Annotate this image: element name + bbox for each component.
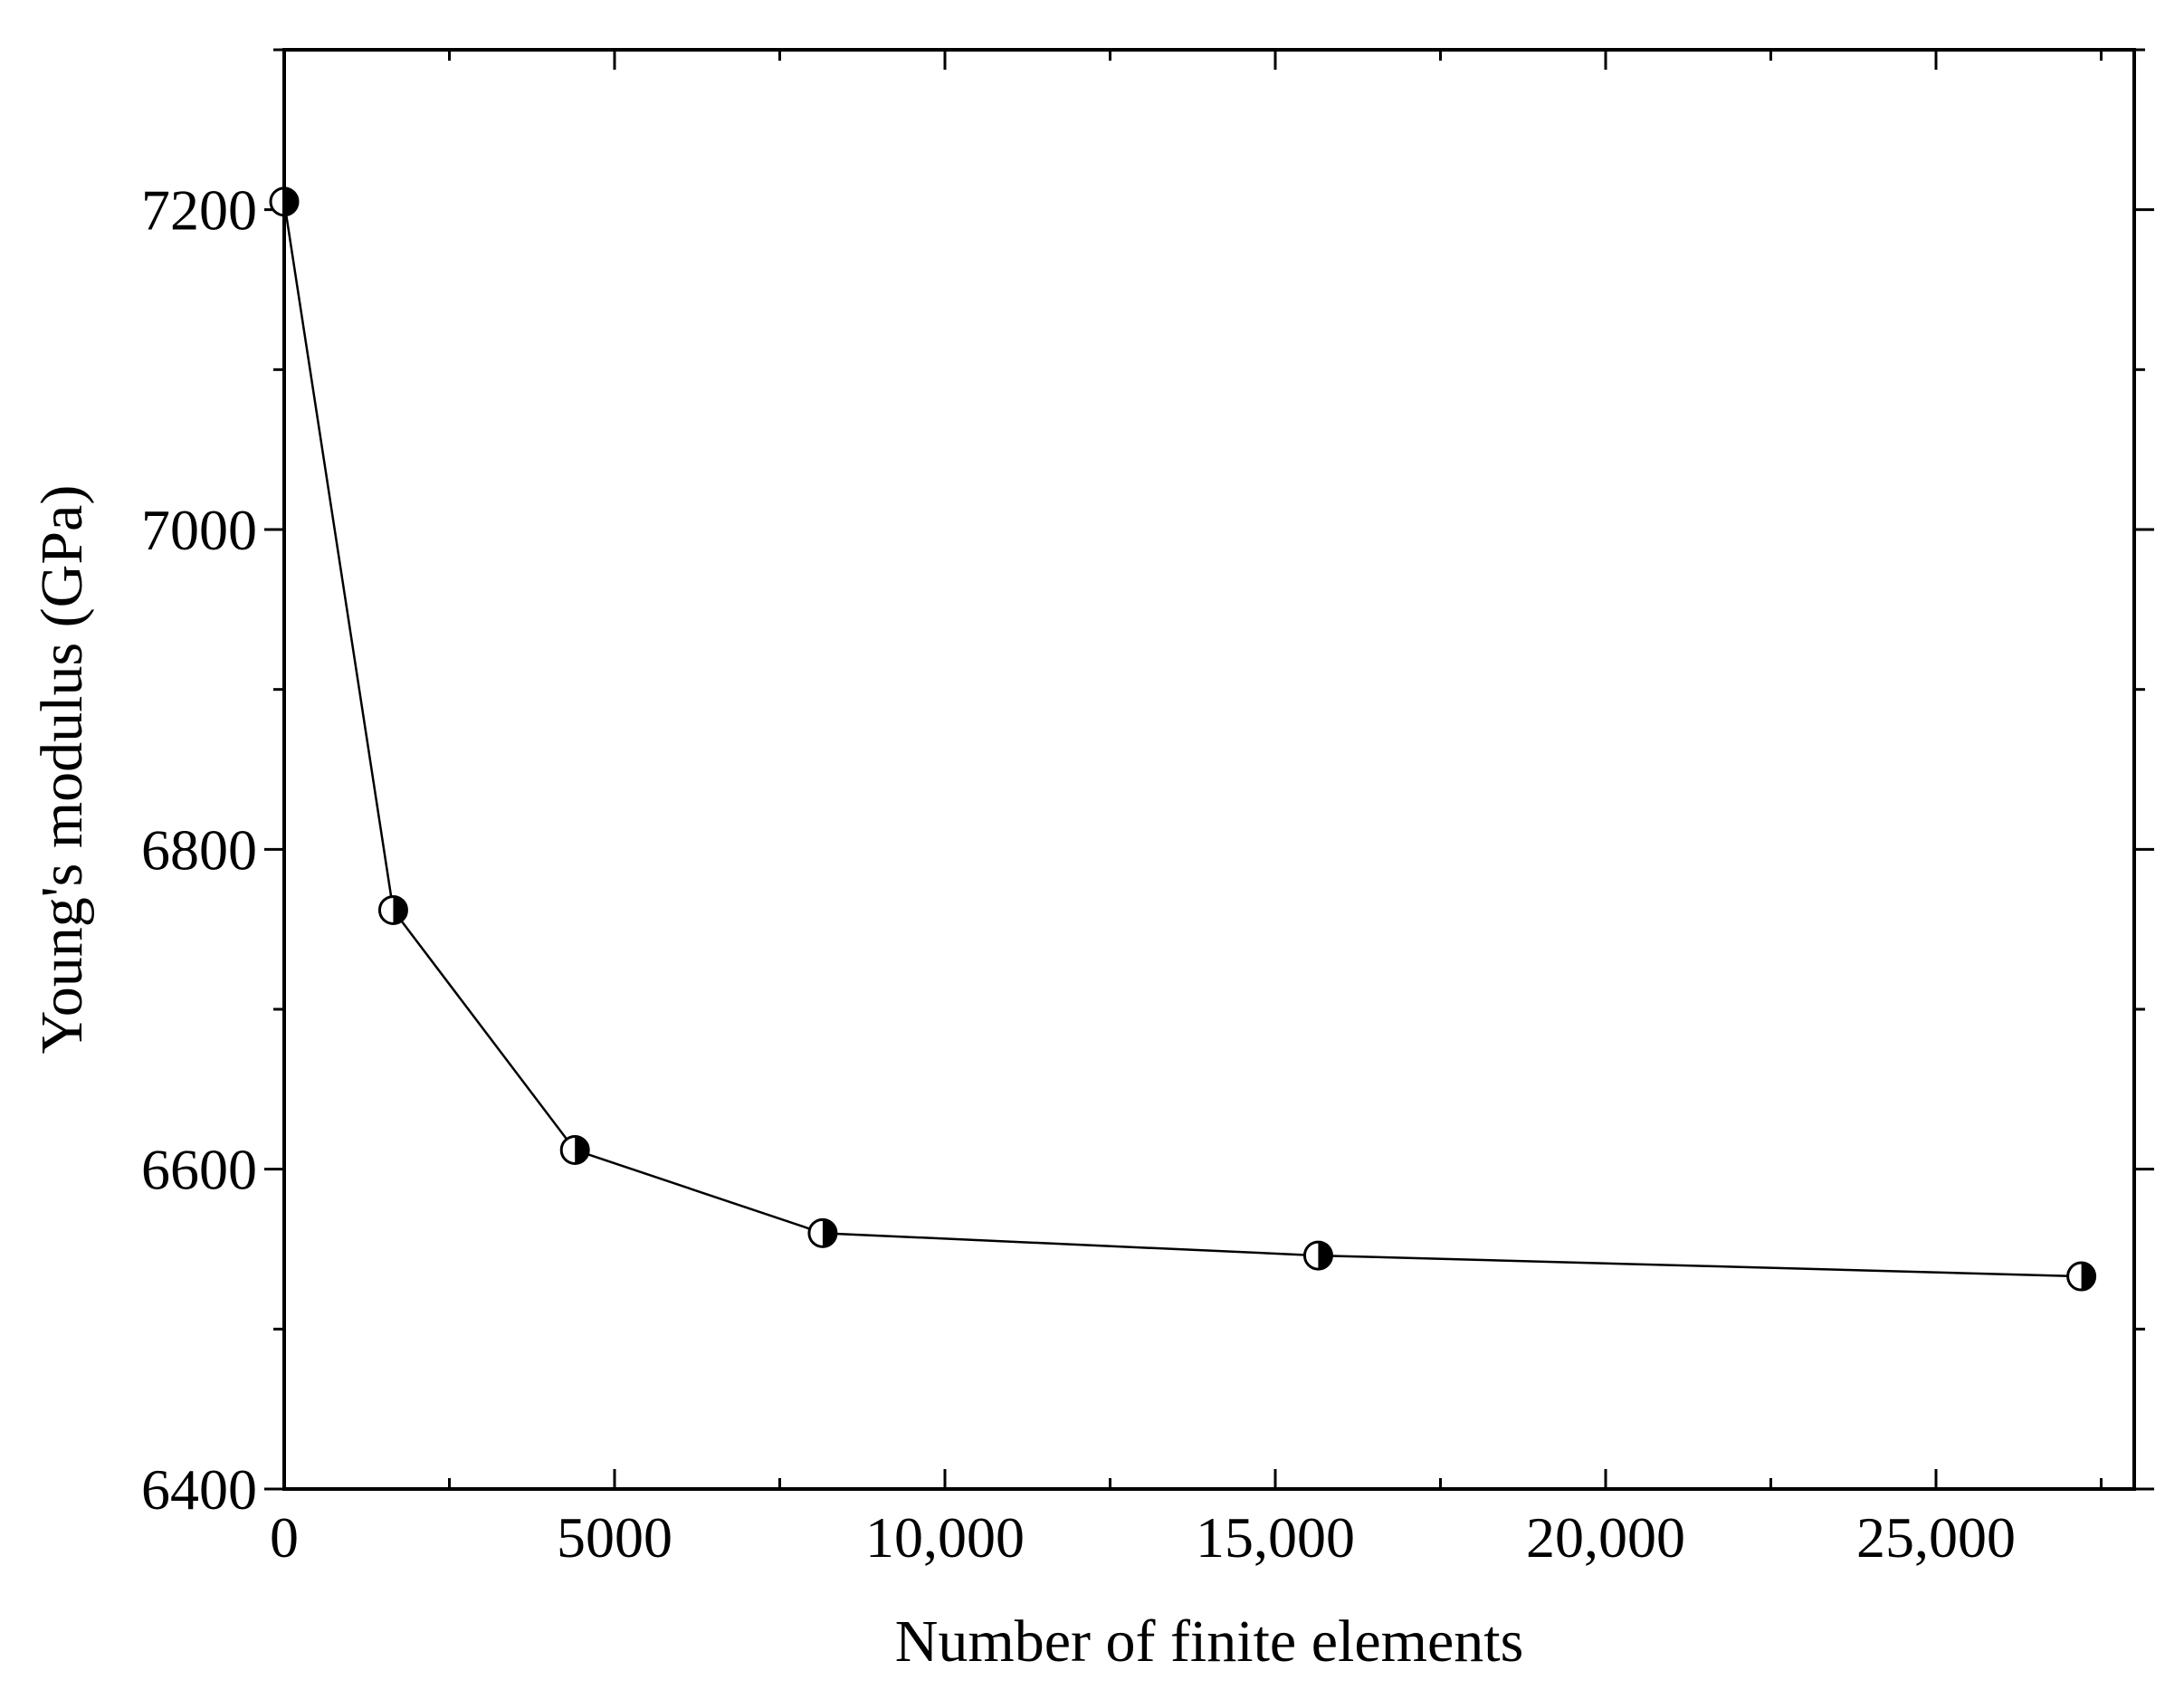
data-point-fill: [1318, 1242, 1332, 1270]
data-point-fill: [2081, 1263, 2095, 1291]
data-point-fill: [393, 896, 407, 924]
series-group: [269, 186, 2097, 1292]
x-axis-title: Number of finite elements: [895, 1608, 1524, 1675]
y-tick-label: 7200: [141, 178, 257, 243]
x-tick-label: 20,000: [1526, 1505, 1685, 1570]
data-point: [377, 894, 408, 925]
data-point: [1302, 1240, 1333, 1271]
x-tick-label: 0: [270, 1505, 299, 1570]
tick-labels: 0 5000 10,000 15,000 20,000 25,000 6400 6600 680…: [141, 178, 2016, 1570]
data-point: [2066, 1261, 2097, 1292]
y-tick-label: 6800: [141, 817, 257, 882]
series-line: [282, 201, 2082, 1278]
x-tick-label: 5000: [557, 1505, 672, 1570]
plot-frame: [282, 48, 2136, 1491]
y-tick-label: 7000: [141, 498, 257, 562]
x-tick-label: 10,000: [865, 1505, 1025, 1570]
x-tick-label: 15,000: [1196, 1505, 1355, 1570]
y-tick-label: 6600: [141, 1138, 257, 1202]
axis-ticks: [264, 48, 2154, 1491]
data-point-fill: [822, 1219, 836, 1247]
y-tick-label: 6400: [141, 1457, 257, 1522]
y-axis-title: Young's modulus (GPa): [29, 485, 95, 1055]
data-point: [559, 1134, 590, 1165]
data-point-fill: [284, 187, 298, 215]
x-tick-label: 25,000: [1856, 1505, 2016, 1570]
data-point: [807, 1217, 838, 1248]
data-point-fill: [575, 1136, 589, 1164]
